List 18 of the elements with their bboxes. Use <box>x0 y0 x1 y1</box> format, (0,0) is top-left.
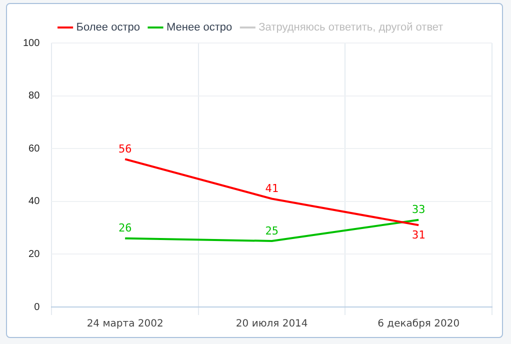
legend-label: Более остро <box>76 22 140 34</box>
data-label: 25 <box>265 224 278 238</box>
data-label: 31 <box>412 228 426 242</box>
y-tick-label: 100 <box>22 38 40 49</box>
data-label: 56 <box>118 142 132 156</box>
x-tick-label: 6 декабря 2020 <box>378 318 460 330</box>
y-tick-label: 80 <box>28 90 40 102</box>
y-tick-label: 0 <box>34 302 40 313</box>
data-label: 26 <box>118 222 132 235</box>
data-label: 41 <box>265 182 278 196</box>
legend-label: Затрудняюсь ответить, другой ответ <box>258 22 444 34</box>
legend-label: Менее остро <box>166 22 232 34</box>
data-label: 33 <box>412 203 426 216</box>
y-tick-label: 60 <box>28 143 40 154</box>
x-tick-label: 20 июля 2014 <box>236 318 308 330</box>
x-tick-label: 24 марта 2002 <box>86 318 164 330</box>
y-tick-label: 20 <box>28 248 40 260</box>
y-tick-label: 40 <box>28 196 40 208</box>
